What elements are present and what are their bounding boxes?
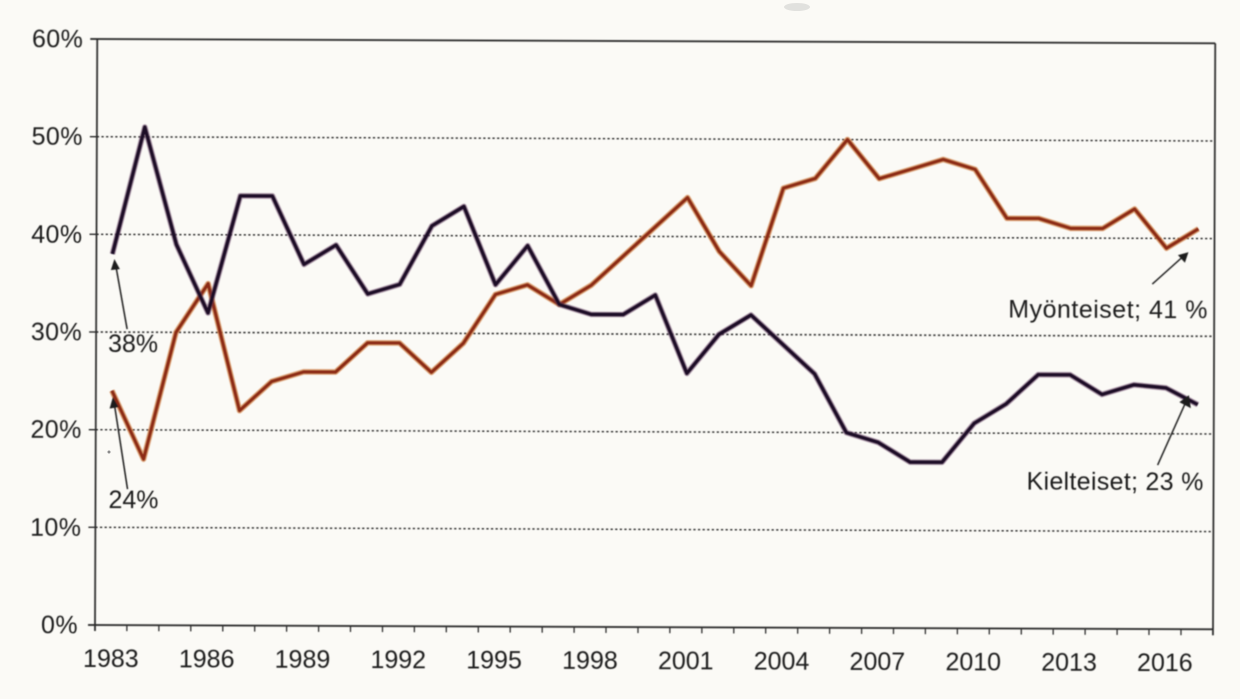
svg-text:1989: 1989: [275, 646, 331, 674]
svg-text:2013: 2013: [1041, 649, 1097, 677]
svg-text:10%: 10%: [30, 514, 81, 542]
svg-text:24%: 24%: [108, 486, 158, 514]
svg-text:2001: 2001: [658, 647, 714, 675]
svg-text:2016: 2016: [1137, 649, 1193, 677]
svg-text:1992: 1992: [370, 646, 426, 674]
svg-text:30%: 30%: [31, 318, 82, 346]
svg-text:2010: 2010: [945, 648, 1001, 676]
svg-text:Kielteiset; 23 %: Kielteiset; 23 %: [1027, 468, 1204, 497]
svg-text:1998: 1998: [562, 647, 618, 675]
svg-text:2007: 2007: [849, 648, 905, 676]
svg-text:1986: 1986: [179, 645, 235, 673]
svg-text:50%: 50%: [32, 123, 83, 151]
svg-text:40%: 40%: [31, 221, 82, 249]
svg-text:20%: 20%: [30, 416, 81, 444]
svg-text:1983: 1983: [83, 645, 139, 673]
svg-text:0%: 0%: [41, 611, 78, 639]
svg-text:2004: 2004: [754, 648, 810, 676]
svg-text:1995: 1995: [466, 646, 522, 674]
svg-text:Myönteiset; 41 %: Myönteiset; 41 %: [1008, 296, 1208, 325]
svg-text:38%: 38%: [108, 330, 158, 358]
svg-text:60%: 60%: [32, 25, 83, 53]
